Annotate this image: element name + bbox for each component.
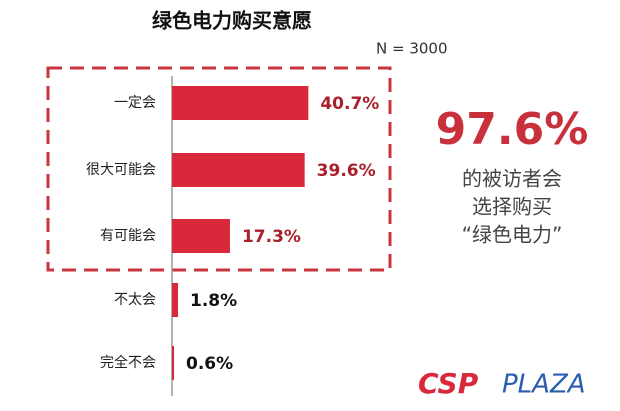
value-label: 0.6% — [186, 354, 233, 374]
annotation-line: 选择购买 — [472, 195, 552, 219]
highlight-box — [46, 66, 392, 272]
sample-size: N = 3000 — [376, 40, 448, 58]
value-label: 39.6% — [317, 161, 376, 181]
value-label: 17.3% — [242, 227, 301, 247]
headline: 97.6% — [436, 104, 589, 155]
category-label: 完全不会 — [100, 354, 156, 371]
bar — [172, 219, 230, 253]
category-label: 有可能会 — [100, 228, 156, 244]
logo-suffix: PLAZA — [502, 370, 586, 400]
category-label: 很大可能会 — [86, 162, 156, 178]
bar — [172, 283, 179, 317]
category-label: 不太会 — [114, 292, 156, 308]
bar — [172, 86, 309, 120]
chart-title: 绿色电力购买意愿 — [152, 9, 312, 33]
annotation-line: 的被访者会 — [462, 167, 562, 191]
bar — [172, 153, 305, 187]
logo-brand: CSP — [418, 367, 479, 400]
value-label: 1.8% — [190, 291, 237, 311]
category-label: 一定会 — [114, 95, 156, 111]
bar — [172, 346, 175, 380]
value-label: 40.7% — [320, 94, 379, 114]
annotation-line: “绿色电力” — [462, 223, 563, 247]
